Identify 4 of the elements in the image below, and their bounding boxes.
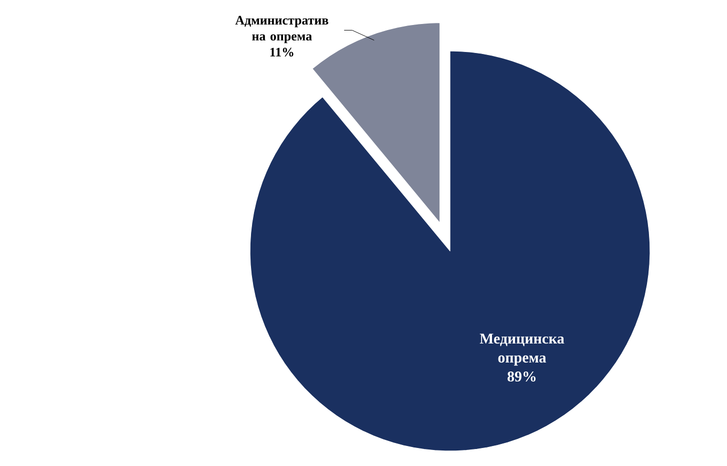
slice-label: Медицинска опрема (480, 334, 564, 366)
slice-label: Административ на опрема (235, 16, 328, 44)
data-label: 89% (508, 371, 536, 382)
data-label: 11% (270, 48, 294, 57)
